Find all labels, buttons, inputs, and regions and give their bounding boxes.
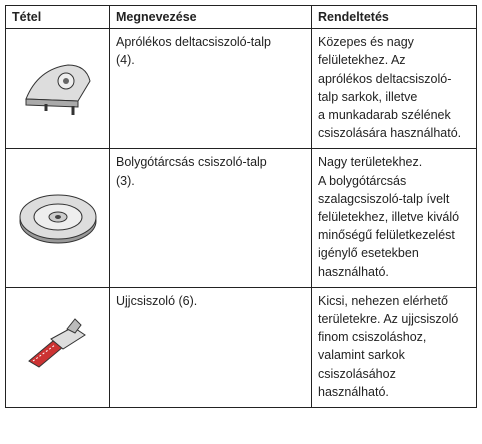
table-row: Bolygótárcsás csiszoló-talp (3). Nagy terü… bbox=[5, 148, 477, 288]
text-line: minőségű felületkezelést bbox=[318, 228, 455, 243]
name-cell: Ujjcsiszoló (6). bbox=[109, 286, 312, 409]
text-line: (3). bbox=[116, 173, 135, 188]
parts-table: Tétel Megnevezése Rendeltetés Aprólékos … bbox=[5, 4, 477, 409]
text-line: területekre. Az ujjcsiszoló bbox=[318, 312, 459, 327]
text-line: Ujjcsiszoló (6). bbox=[116, 293, 198, 308]
text-line: a munkadarab szélének bbox=[318, 108, 451, 123]
table-row: Ujjcsiszoló (6). Kicsi, nehezen elérhető t… bbox=[5, 286, 477, 409]
name-cell: Aprólékos deltacsiszoló-talp (4). bbox=[109, 28, 312, 150]
text-line: aprólékos deltacsiszoló- bbox=[318, 71, 452, 86]
name-cell: Bolygótárcsás csiszoló-talp (3). bbox=[109, 148, 312, 288]
text-line: használható. bbox=[318, 264, 389, 279]
text-line: (4). bbox=[116, 53, 135, 68]
text-line: Aprólékos deltacsiszoló-talp bbox=[116, 35, 271, 50]
finger-sander-icon bbox=[27, 318, 86, 368]
disc-pad-icon bbox=[19, 194, 96, 244]
table-body: Aprólékos deltacsiszoló-talp (4). Közepes … bbox=[5, 28, 477, 409]
text-line: valamint sarkok bbox=[318, 348, 405, 363]
header-cell: Megnevezése bbox=[109, 4, 312, 30]
text-line: talp sarkok, illetve bbox=[318, 89, 418, 104]
text-line: Nagy területekhez. bbox=[318, 155, 423, 170]
header-cell: Tétel bbox=[5, 4, 110, 30]
table-row: Aprólékos deltacsiszoló-talp (4). Közepes … bbox=[5, 28, 477, 150]
purpose-cell: Kicsi, nehezen elérhető területekre. Az u… bbox=[311, 286, 477, 409]
text-line: finom csiszoláshoz, bbox=[318, 330, 427, 345]
header-row: Tétel Megnevezése Rendeltetés bbox=[5, 4, 477, 30]
text-line: felületekhez. Az bbox=[318, 53, 406, 68]
text-line: Kicsi, nehezen elérhető bbox=[318, 293, 448, 308]
text-line: csiszolásához bbox=[318, 366, 396, 381]
purpose-cell: Nagy területekhez. A bolygótárcsás szalagc… bbox=[311, 148, 477, 288]
icon-cell bbox=[5, 148, 110, 288]
text-line: A bolygótárcsás bbox=[318, 173, 407, 188]
text-line: Bolygótárcsás csiszoló-talp bbox=[116, 155, 267, 170]
purpose-cell: Közepes és nagy felületekhez. Az aprólékos… bbox=[311, 28, 477, 150]
text-line: felületekhez, illetve kiváló bbox=[318, 210, 460, 225]
text-line: csiszolására használható. bbox=[318, 126, 462, 141]
text-line: szalagcsiszoló-talp ívelt bbox=[318, 191, 450, 206]
text-line: használható. bbox=[318, 384, 389, 399]
icon-cell bbox=[5, 286, 110, 409]
icon-cell bbox=[5, 28, 110, 150]
header-cell: Rendeltetés bbox=[311, 4, 477, 30]
text-line: igénylő esetekben bbox=[318, 246, 419, 261]
delta-pad-icon bbox=[24, 64, 91, 116]
text-line: Közepes és nagy bbox=[318, 35, 414, 50]
